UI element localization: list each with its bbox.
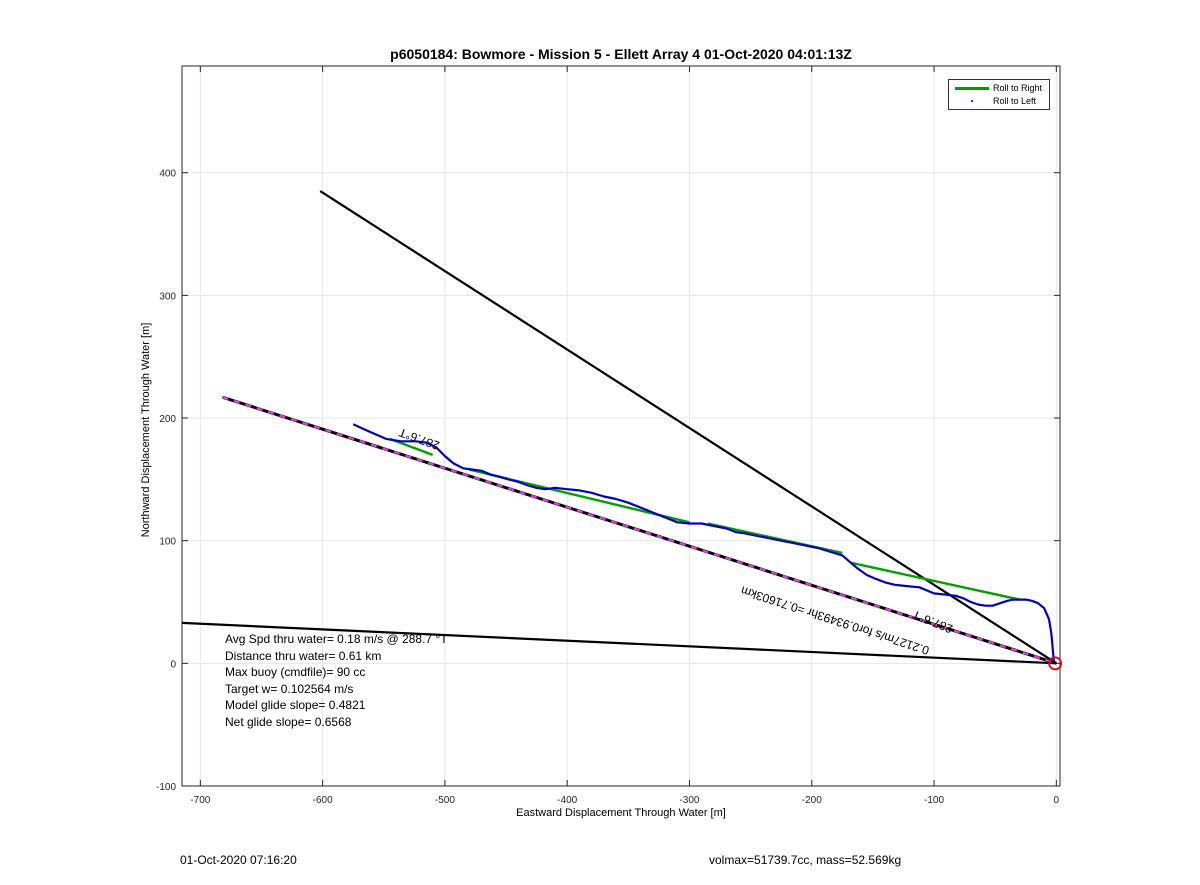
annotation-text: 0.2127m/s for0.93493hr =0.71603km	[739, 583, 931, 657]
heading-line	[182, 621, 1057, 665]
legend-item-roll-left: Roll to Left	[949, 95, 1049, 108]
annotation-text: 287.6°T	[910, 607, 955, 636]
x-tick-label: 0	[1054, 795, 1060, 806]
x-axis-label: Eastward Displacement Through Water [m]	[516, 807, 726, 819]
end-marker-circle	[1048, 656, 1063, 671]
footer-timestamp: 01-Oct-2020 07:16:20	[180, 853, 297, 867]
axes-box	[181, 65, 1061, 787]
roll-right-segment	[850, 561, 1020, 601]
x-tick-label: -200	[802, 795, 822, 806]
legend: Roll to Right Roll to Left	[948, 79, 1050, 110]
legend-swatch-roll-left	[971, 100, 973, 102]
x-tick-label: -400	[557, 795, 577, 806]
stat-model-glide: Model glide slope= 0.4821	[225, 698, 366, 712]
x-tick-label: -100	[924, 795, 944, 806]
y-tick-label: 400	[159, 169, 176, 180]
grid-layer	[182, 66, 1060, 787]
x-tick-label: -700	[190, 795, 210, 806]
stats-block: Avg Spd thru water= 0.18 m/s @ 288.7 °T …	[225, 631, 448, 730]
y-tick-label: 200	[159, 414, 176, 425]
glider-track	[352, 423, 1055, 662]
y-axis-label: Northward Displacement Through Water [m]	[140, 322, 152, 538]
legend-swatch-roll-right	[955, 87, 989, 90]
stat-max-buoy: Max buoy (cmdfile)= 90 cc	[225, 665, 366, 679]
stat-net-glide: Net glide slope= 0.6568	[225, 714, 352, 729]
y-tick-label: 0	[170, 659, 176, 670]
x-tick-label: -500	[435, 795, 455, 806]
heading-line	[319, 190, 1057, 665]
legend-label-roll-right: Roll to Right	[993, 83, 1043, 93]
y-tick-label: -100	[156, 782, 176, 793]
axes-layer: -700 -600 -500 -400 -300 -200 -100 0 -100 0 100 200…	[156, 65, 1061, 806]
legend-item-roll-right: Roll to Right	[949, 82, 1049, 95]
chart-title: p6050184: Bowmore - Mission 5 - Ellett A…	[390, 46, 852, 62]
legend-label-roll-left: Roll to Left	[993, 96, 1037, 106]
data-layer	[182, 190, 1057, 665]
y-tick-label: 100	[159, 537, 176, 548]
current-line-dash	[222, 396, 1057, 665]
stat-target-w: Target w= 0.102564 m/s	[225, 681, 354, 696]
x-tick-label: -600	[313, 795, 333, 806]
footer-vehicle-info: volmax=51739.7cc, mass=52.569kg	[709, 853, 902, 867]
x-tick-label: -300	[679, 795, 699, 806]
stat-distance: Distance thru water= 0.61 km	[225, 648, 382, 663]
stat-avg-speed: Avg Spd thru water= 0.18 m/s @ 288.7 °T	[225, 632, 448, 646]
y-tick-label: 300	[159, 291, 176, 302]
